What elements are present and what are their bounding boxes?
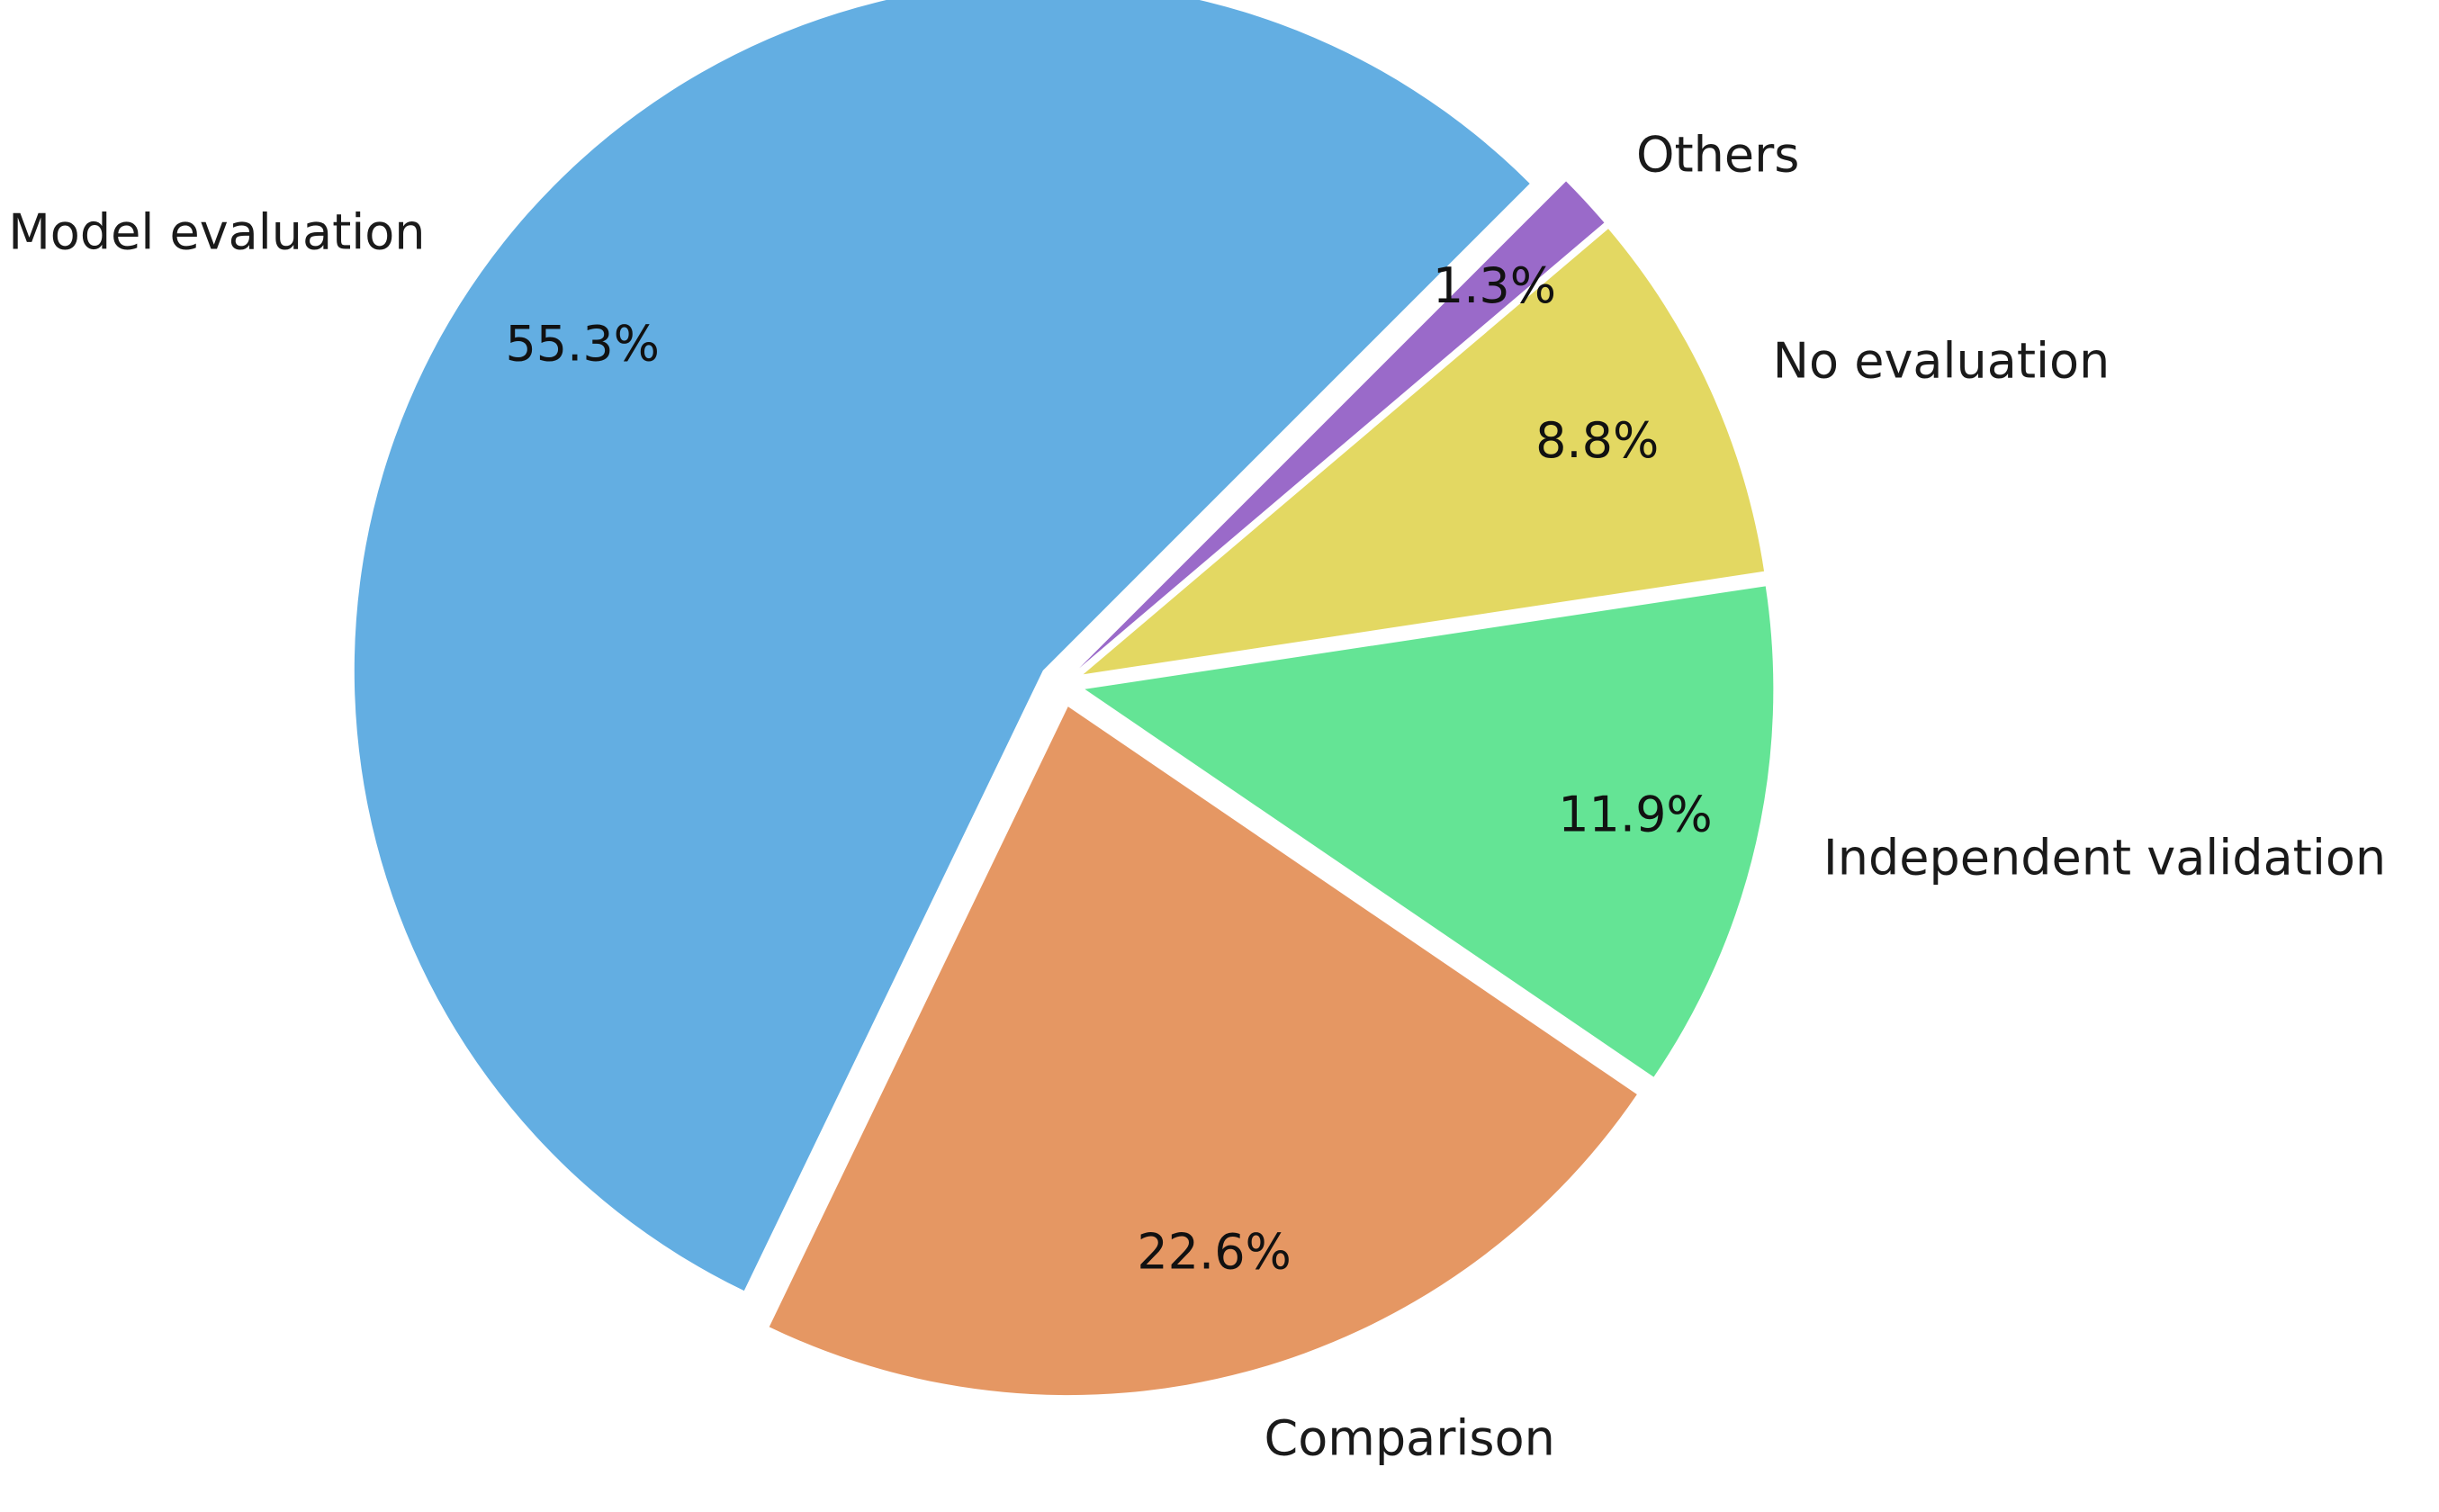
pie-slice-comparison xyxy=(769,706,1637,1396)
pie-slice-no-evaluation xyxy=(1083,229,1765,675)
pie-slice-independent-validation xyxy=(1084,586,1774,1077)
pie-labels: Model evaluation 55.3% Comparison 22.6% Inde… xyxy=(8,127,2386,1467)
percent-label-model-evaluation: 55.3% xyxy=(505,315,660,372)
pie-slice-model-evaluation xyxy=(354,0,1530,1292)
percent-label-independent-validation: 11.9% xyxy=(1558,787,1713,843)
category-label-comparison: Comparison xyxy=(1264,1409,1555,1466)
category-label-no-evaluation: No evaluation xyxy=(1773,332,2110,389)
pie-slice-others xyxy=(1079,181,1605,669)
percent-label-comparison: 22.6% xyxy=(1137,1224,1292,1281)
category-label-others: Others xyxy=(1636,127,1799,184)
category-label-independent-validation: Independent validation xyxy=(1823,829,2386,886)
percent-label-no-evaluation: 8.8% xyxy=(1535,412,1659,469)
percent-label-others: 1.3% xyxy=(1433,257,1556,314)
pie-slices xyxy=(354,0,1774,1396)
category-label-model-evaluation: Model evaluation xyxy=(8,203,425,260)
